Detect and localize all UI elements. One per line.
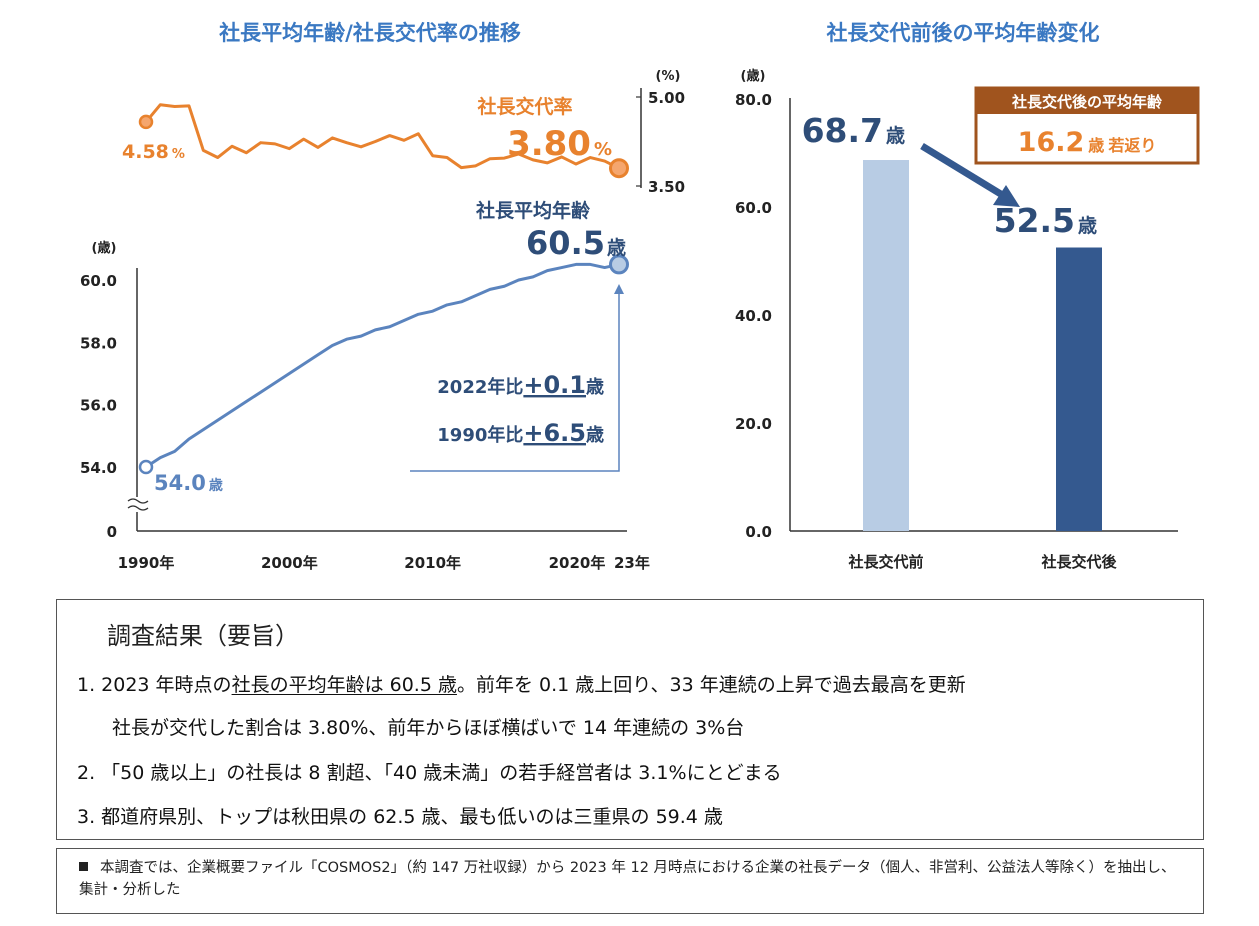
compare-1990-label: 1990年比+6.5歳 — [437, 419, 604, 447]
methodology-note-box: 本調査では、企業概要ファイル「COSMOS2」（約 147 万社収録）から 20… — [56, 848, 1204, 914]
bar-before — [863, 160, 909, 531]
bar-before-value-label: 68.7 歳 — [802, 111, 905, 150]
age-axis-unit: (歳) — [92, 240, 117, 256]
bar-y-tick-label: 60.0 — [735, 199, 772, 217]
summary-item-1-post: 。前年を 0.1 歳上回り、33 年連続の上昇で過去最高を更新 — [456, 674, 966, 696]
bar-y-tick-label: 80.0 — [735, 91, 772, 109]
rate-end-point — [609, 158, 629, 179]
bar-y-tick-label: 20.0 — [735, 415, 772, 433]
age-axis-tick-label: 60.0 — [80, 272, 117, 290]
callout-value: 16.2 歳若返り — [1018, 127, 1157, 158]
rate-axis-tick-5: 5.00 — [648, 89, 685, 107]
age-start-point — [138, 459, 154, 475]
summary-item-1-highlight: 社長の平均年齢は 60.5 歳 — [231, 674, 457, 696]
age-start-label: 54.0 歳 — [154, 471, 223, 495]
x-axis-tick-label: 2000年 — [261, 554, 318, 572]
change-arrow-head — [993, 185, 1020, 207]
age-axis-tick-label: 58.0 — [80, 334, 117, 352]
rate-start-point — [138, 114, 154, 130]
change-arrow-shaft — [920, 143, 1006, 199]
summary-item-1: 1. 2023 年時点の社長の平均年齢は 60.5 歳。前年を 0.1 歳上回り… — [77, 670, 966, 697]
square-bullet-icon — [79, 862, 88, 871]
rate-start-label: 4.58% — [122, 141, 185, 163]
age-series-label: 社長平均年齢 — [475, 199, 591, 222]
x-axis-tick-label: 1990年 — [118, 554, 175, 572]
callout-title: 社長交代後の平均年齢 — [1011, 93, 1163, 111]
left-chart-title: 社長平均年齢/社長交代率の推移 — [218, 21, 521, 45]
bar-y-tick-label: 40.0 — [735, 307, 772, 325]
bar-after — [1056, 247, 1102, 531]
summary-item-2: 2. 「50 歳以上」の社長は 8 割超、「40 歳未満」の若手経営者は 3.1… — [77, 762, 782, 784]
bar-axis-unit: (歳) — [741, 68, 766, 84]
rate-end-label: 3.80% — [507, 124, 612, 164]
comparison-bracket — [410, 290, 620, 472]
age-axis-tick-label: 56.0 — [80, 397, 117, 415]
age-axis-tick-label: 0 — [107, 523, 117, 541]
summary-item-3: 3. 都道府県別、トップは秋田県の 62.5 歳、最も低いのは三重県の 59.4… — [77, 806, 723, 828]
x-axis-tick-label: 23年 — [614, 554, 650, 572]
comparison-arrow-head — [614, 284, 624, 294]
right-chart-title: 社長交代前後の平均年齢変化 — [826, 21, 1100, 45]
callout-box-border — [974, 86, 1200, 165]
age-axis-tick-label: 54.0 — [80, 459, 117, 477]
axis-break-mark — [127, 498, 149, 511]
bar-category-label: 社長交代前 — [847, 553, 923, 571]
age-rate-chart: 社長平均年齢/社長交代率の推移 (%) 5.00 3.50 (歳) 0 54.0 5… — [80, 21, 685, 572]
age-change-bar-chart: 社長交代前後の平均年齢変化 (歳) 0.0 20.0 40.0 60.0 80.0 社長… — [735, 21, 1200, 571]
summary-item-1-pre: 1. 2023 年時点の — [77, 674, 232, 696]
rate-axis-unit: (%) — [656, 69, 681, 84]
age-end-point — [609, 254, 629, 275]
summary-box: 調査結果（要旨） 1. 2023 年時点の社長の平均年齢は 60.5 歳。前年を… — [56, 599, 1204, 840]
x-axis-tick-label: 2020年 — [549, 554, 606, 572]
bar-after-value-label: 52.5 歳 — [994, 201, 1097, 240]
summary-item-1-sub: 社長が交代した割合は 3.80%、前年からほぼ横ばいで 14 年連続の 3%台 — [112, 717, 745, 739]
bar-y-tick-label: 0.0 — [745, 523, 772, 541]
age-end-label: 60.5 歳 — [526, 224, 626, 262]
bar-category-label: 社長交代後 — [1040, 553, 1117, 571]
compare-2022-label: 2022年比+0.1歳 — [437, 371, 604, 399]
summary-heading: 調査結果（要旨） — [107, 622, 299, 650]
rate-series-line — [144, 103, 620, 170]
age-series-line — [145, 262, 620, 469]
callout-header-bg — [976, 88, 1198, 114]
x-axis-tick-label: 2010年 — [404, 554, 461, 572]
methodology-note-text: 本調査では、企業概要ファイル「COSMOS2」（約 147 万社収録）から 20… — [79, 860, 1176, 898]
rate-series-label: 社長交代率 — [476, 95, 572, 118]
rate-axis-tick-3-5: 3.50 — [648, 178, 685, 196]
